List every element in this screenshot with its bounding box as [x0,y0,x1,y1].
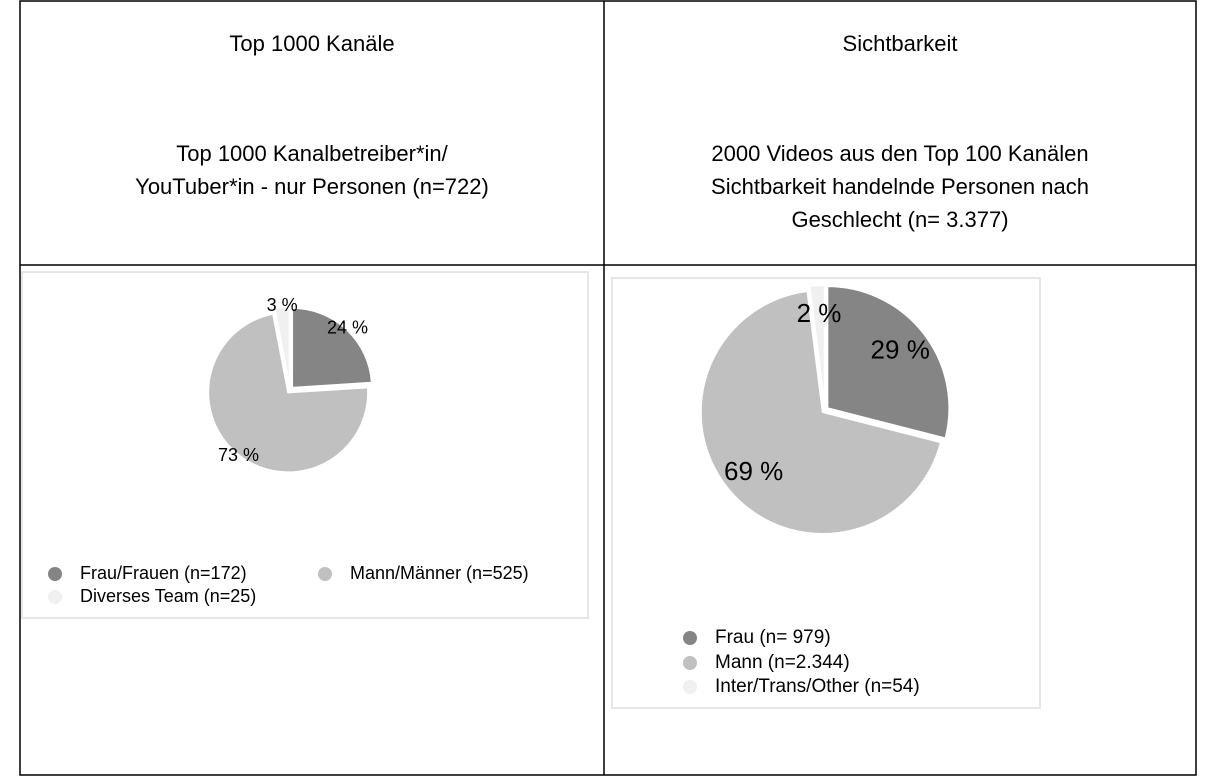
legend-swatch [48,590,62,604]
data-label: 24 % [327,318,368,338]
pie-slice [273,306,291,388]
legend-swatch [683,680,697,694]
data-label: 29 % [871,335,930,365]
legend-swatch [48,567,62,581]
legend-label: Frau (n= 979) [715,627,831,648]
legend-label: Inter/Trans/Other (n=54) [715,676,920,697]
pie-slice [826,285,951,440]
header-subtitle: 2000 Videos aus den Top 100 Kanälen [711,141,1088,166]
table-border [19,0,1197,776]
header-title: Top 1000 Kanäle [229,31,394,56]
legend-swatch [683,656,697,670]
data-label: 73 % [218,445,259,465]
legend-label: Mann (n=2.344) [715,652,850,673]
pie-slice [808,284,826,408]
header-title: Sichtbarkeit [843,31,958,56]
pie-slice [207,312,370,474]
data-label: 69 % [724,456,783,486]
header-subtitle: YouTuber*in - nur Personen (n=722) [135,174,489,199]
legend-label: Diverses Team (n=25) [80,586,256,606]
header-subtitle: Geschlecht (n= 3.377) [791,207,1008,232]
data-label: 2 % [797,298,842,328]
pie-slice [699,289,943,535]
legend-label: Mann/Männer (n=525) [350,563,529,583]
header-subtitle: Sichtbarkeit handelnde Personen nach [711,174,1089,199]
pie-slice [291,306,373,389]
data-label: 3 % [267,295,298,315]
legend-swatch [683,631,697,645]
legend-swatch [318,567,332,581]
header-subtitle: Top 1000 Kanalbetreiber*in/ [176,141,448,166]
legend-label: Frau/Frauen (n=172) [80,563,247,583]
